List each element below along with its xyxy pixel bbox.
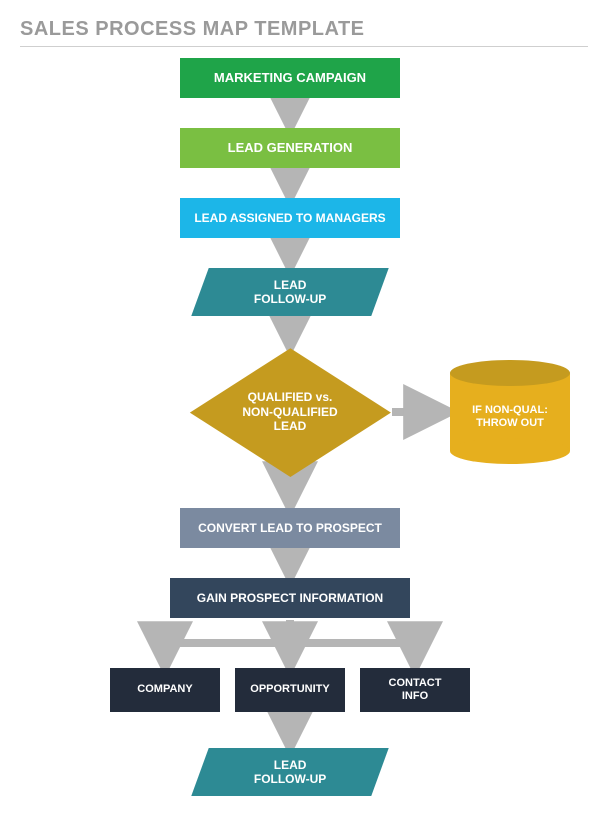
node-throwout: IF NON-QUAL:THROW OUT	[450, 360, 570, 464]
node-followup2: LEADFOLLOW-UP	[191, 748, 388, 796]
page-title: SALES PROCESS MAP TEMPLATE	[20, 18, 365, 41]
flowchart-canvas: SALES PROCESS MAP TEMPLATE MARKETING CAM…	[0, 0, 608, 819]
node-convert: CONVERT LEAD TO PROSPECT	[180, 508, 400, 548]
node-marketing: MARKETING CAMPAIGN	[180, 58, 400, 98]
node-leadgen: LEAD GENERATION	[180, 128, 400, 168]
node-followup1: LEADFOLLOW-UP	[191, 268, 388, 316]
node-company: COMPANY	[110, 668, 220, 712]
title-rule	[20, 46, 588, 47]
node-decision: QUALIFIED vs.NON-QUALIFIEDLEAD	[134, 348, 447, 476]
node-opportunity: OPPORTUNITY	[235, 668, 345, 712]
node-contact: CONTACTINFO	[360, 668, 470, 712]
node-gaininfo: GAIN PROSPECT INFORMATION	[170, 578, 410, 618]
node-assigned: LEAD ASSIGNED TO MANAGERS	[180, 198, 400, 238]
